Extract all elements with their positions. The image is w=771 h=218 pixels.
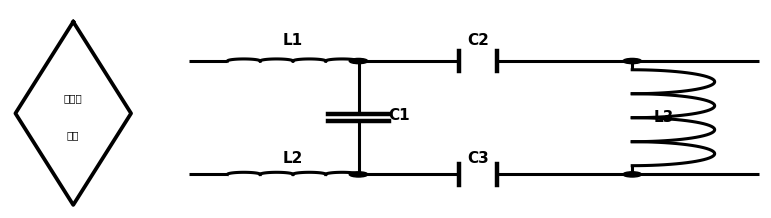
Circle shape	[623, 58, 641, 64]
Circle shape	[623, 172, 641, 177]
Text: L2: L2	[283, 151, 303, 166]
Circle shape	[349, 172, 368, 177]
Text: C2: C2	[467, 33, 489, 48]
Text: C1: C1	[388, 108, 409, 123]
Text: L3: L3	[654, 110, 674, 125]
Text: L1: L1	[283, 33, 303, 48]
Text: 鉴相器: 鉴相器	[64, 93, 82, 103]
Text: 网络: 网络	[67, 130, 79, 140]
Text: C3: C3	[467, 151, 489, 166]
Circle shape	[349, 58, 368, 64]
